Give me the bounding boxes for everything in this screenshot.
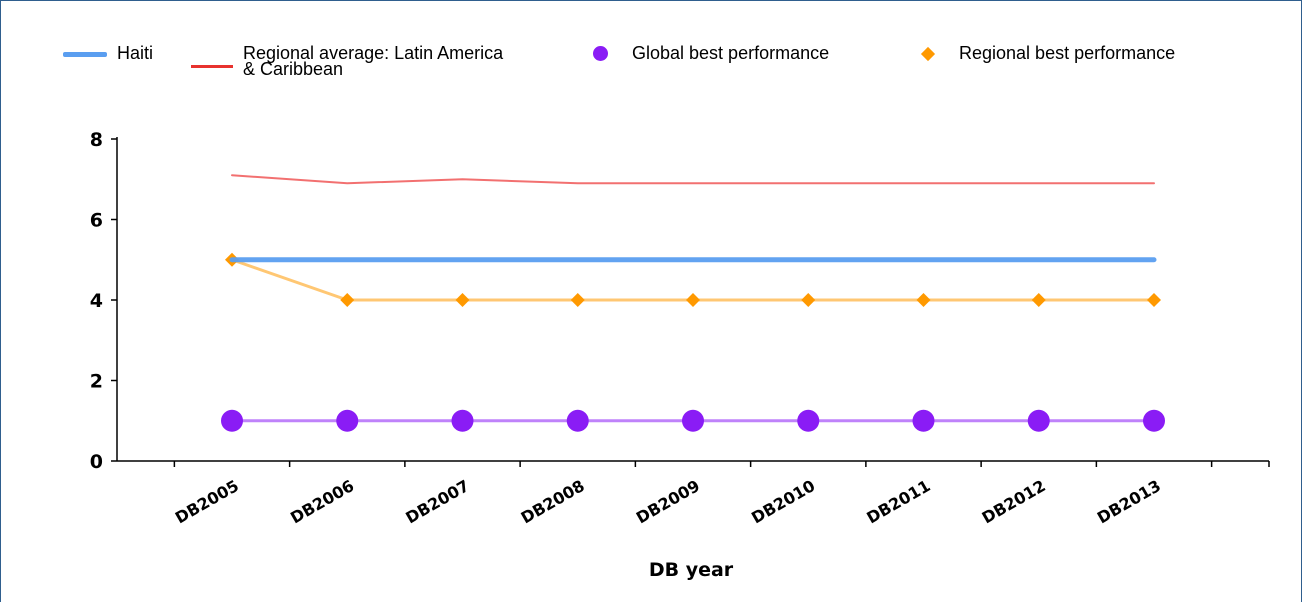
data-point-regional-best-performance [686,293,700,307]
x-tick-label: DB2009 [633,476,703,527]
legend-label-haiti: Haiti [117,43,154,63]
data-point-regional-best-performance [570,293,585,307]
axes: 0 2 4 6 8 DB2005 DB2006 DB2007 DB2008 DB2009 DB201… [90,129,1270,527]
legend-item-regional-best: Regional best performance [920,43,1175,64]
legend: Haiti Regional average: Latin America & … [1,1,1302,111]
x-tick-label: DB2008 [518,476,588,527]
x-tick-label: DB2005 [172,476,242,527]
series [221,174,1165,432]
data-point-global-best-performance [682,409,704,432]
data-point-global-best-performance [336,409,359,432]
x-tick-label: DB2007 [402,476,472,527]
data-point-regional-best-performance [801,293,816,307]
x-tick-label: DB2006 [287,476,357,527]
data-point-regional-best-performance [916,293,931,307]
data-point-global-best-performance [221,409,243,432]
legend-label-regional-average-line1: Regional average: Latin America [243,43,504,63]
data-point-global-best-performance [566,409,589,432]
data-point-regional-best-performance [1147,293,1161,307]
legend-swatch-global-best [593,46,608,61]
legend-item-regional-average: Regional average: Latin America & Caribb… [191,43,503,80]
x-tick-label: DB2013 [1094,476,1164,527]
data-point-global-best-performance [1143,409,1165,432]
y-tick-label: 6 [90,210,103,232]
legend-label-global-best: Global best performance [632,43,830,63]
x-tick-label: DB2012 [979,476,1049,527]
y-tick-label: 2 [90,371,103,393]
legend-label-regional-average-line2: & Caribbean [243,59,344,79]
data-point-global-best-performance [451,409,474,432]
series-line-regional-average-latin-america-caribbean [231,174,1155,185]
data-point-regional-best-performance [1031,293,1046,307]
data-point-regional-best-performance [455,293,470,307]
legend-swatch-regional-average [191,65,233,68]
x-axis-title: DB year [649,559,734,581]
data-point-regional-best-performance [340,293,355,307]
y-tick-label: 8 [90,129,103,151]
legend-item-haiti: Haiti [63,43,153,64]
data-point-global-best-performance [912,409,935,432]
legend-swatch-haiti [63,52,107,57]
y-tick-label: 0 [90,451,103,473]
legend-item-global-best: Global best performance [593,43,829,64]
y-tick-label: 4 [90,290,103,312]
x-tick-label: DB2010 [748,476,818,527]
data-point-global-best-performance [797,409,820,432]
legend-label-regional-best: Regional best performance [959,43,1176,63]
data-point-global-best-performance [1027,409,1050,432]
x-tick-label: DB2011 [863,476,933,527]
